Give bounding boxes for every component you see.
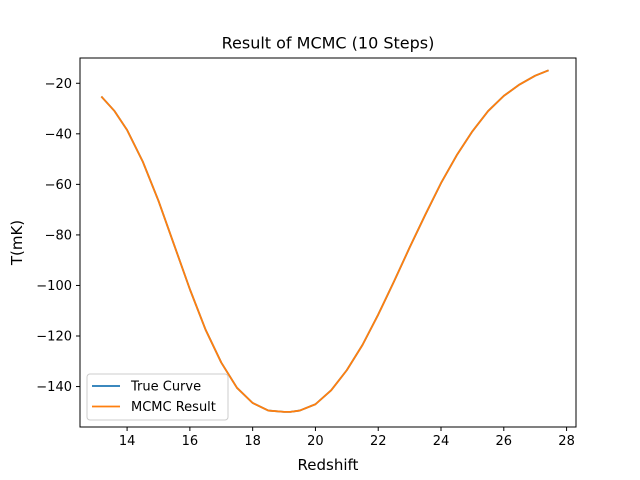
legend-label-mcmc-result: MCMC Result: [131, 400, 216, 415]
x-tick-label: 20: [307, 434, 324, 449]
y-tick-label: −60: [45, 178, 72, 193]
x-axis-ticks: 14 16 18 20 22 24 26 28: [119, 427, 575, 449]
y-axis-ticks: −140 −120 −100 −80 −60 −40 −20: [36, 77, 80, 395]
y-tick-label: −20: [45, 77, 72, 92]
y-tick-label: −120: [36, 330, 72, 345]
y-tick-label: −100: [36, 279, 72, 294]
x-tick-label: 24: [433, 434, 450, 449]
x-tick-label: 22: [370, 434, 387, 449]
x-tick-label: 16: [182, 434, 199, 449]
legend-box: [86, 373, 229, 421]
chart-title: Result of MCMC (10 Steps): [222, 34, 435, 53]
x-tick-label: 18: [244, 434, 261, 449]
x-tick-label: 26: [496, 434, 513, 449]
y-tick-label: −40: [45, 127, 72, 142]
series-line-1: [100, 69, 549, 413]
y-tick-label: −80: [45, 228, 72, 243]
plot-series: [100, 69, 549, 413]
plot-frame: [79, 57, 577, 428]
x-axis-label: Redshift: [298, 456, 359, 474]
legend-label-true-curve: True Curve: [130, 380, 201, 395]
x-tick-label: 28: [558, 434, 575, 449]
y-axis-label: T(mK): [8, 220, 26, 266]
x-tick-label: 14: [119, 434, 136, 449]
legend: True Curve MCMC Result: [86, 373, 229, 421]
y-tick-label: −140: [36, 380, 72, 395]
